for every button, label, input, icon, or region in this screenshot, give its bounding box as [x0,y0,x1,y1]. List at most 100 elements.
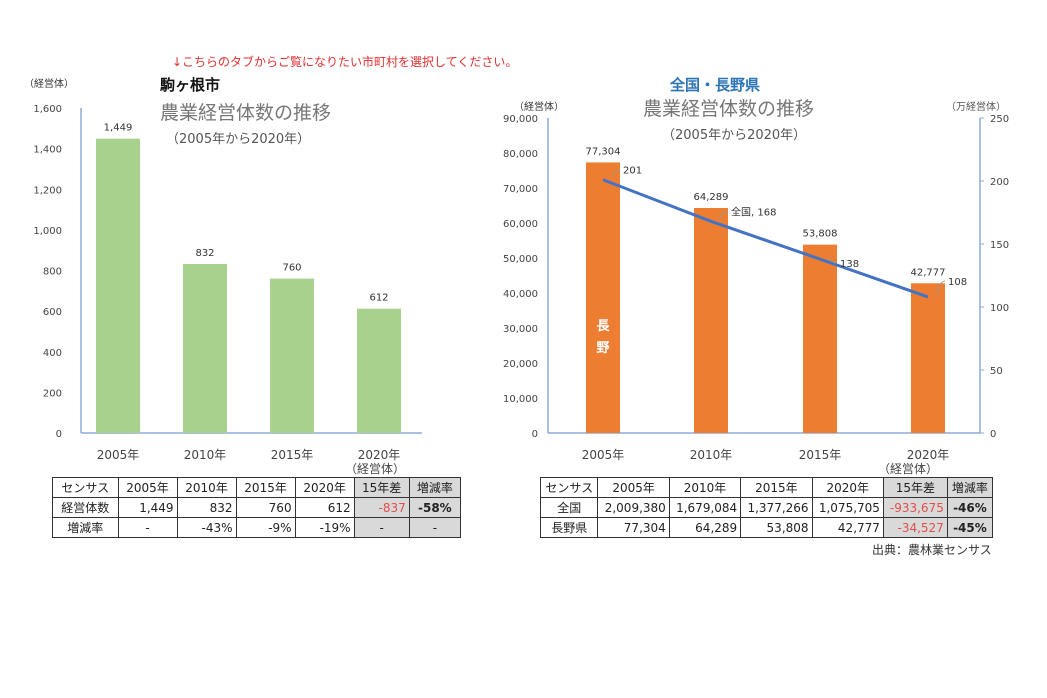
left-bar-2005年 [96,138,140,433]
right-y2-tick-label: 250 [990,114,1009,125]
left-bar-value-label: 612 [369,293,388,304]
table-cell: センサス [52,477,119,498]
left-x-tick-label: 2015年 [271,448,314,462]
data-label-leader-line [827,256,838,264]
right-y-tick-label: 90,000 [503,114,538,125]
right-x-tick-label: 2020年 [907,448,950,462]
right-bar-value-label: 77,304 [586,146,621,157]
line-value-label: 全国, 168 [731,205,776,218]
source-note: 出典：農林業センサス [872,543,992,557]
right-bar-value-label: 64,289 [694,192,729,203]
line-value-label: 138 [840,259,859,270]
right-chart-title: 農業経営体数の推移 [643,98,815,120]
table-cell: 2005年 [117,477,178,498]
right-bar-2010年 [694,207,728,433]
left-region-title: 駒ヶ根市 [160,76,221,94]
table-cell: - [408,517,462,538]
table-cell: -46% [946,497,994,518]
right-y-tick-label: 10,000 [503,394,538,405]
table-row: 経営体数 1,449 832 760 612 -837 -58% [52,497,462,518]
right-bar-value-label: 42,777 [911,267,946,278]
bar-series-label: 野 [596,341,609,356]
table-cell: 2020年 [294,477,355,498]
right-y-tick-label: 40,000 [503,289,538,300]
table-cell: -43% [176,517,237,538]
table-cell: -837 [353,497,410,518]
right-region-title: 全国・長野県 [670,76,761,94]
right-x-unit: （経営体） [878,462,939,476]
data-label-leader-line [610,169,621,178]
line-series-全国 [602,178,929,299]
table-cell: 64,289 [668,517,742,538]
left-y-tick-label: 400 [43,348,62,359]
right-y-tick-label: 60,000 [503,219,538,230]
table-cell: 42,777 [811,517,884,538]
table-cell: 77,304 [597,517,670,538]
right-y-tick-label: 50,000 [503,254,538,265]
left-x-tick-label: 2005年 [97,448,140,462]
right-y-tick-label: 20,000 [503,359,538,370]
left-bar-2020年 [357,308,401,433]
table-cell: 1,075,705 [811,497,884,518]
table-cell: -19% [294,517,355,538]
right-y-tick-label: 30,000 [503,324,538,335]
table-cell: 増減率 [52,517,119,538]
left-bar-2015年 [270,278,314,433]
table-cell: -933,675 [882,497,948,518]
table-header-row: センサス 2005年 2010年 2015年 2020年 15年差 増減率 [539,477,994,498]
data-label-leader-line [935,280,946,296]
right-y-tick-label: 0 [532,429,538,440]
left-bar-2010年 [183,264,227,433]
right-y-axis-unit: （経営体） [514,102,564,113]
right-x-tick-label: 2005年 [582,448,625,462]
table-header-row: センサス 2005年 2010年 2015年 2020年 15年差 増減率 [52,477,462,498]
table-row: 長野県 77,304 64,289 53,808 42,777 -34,527 … [539,517,994,538]
table-cell: - [353,517,410,538]
left-y-axis-unit: （経営体） [24,79,74,90]
left-x-unit: （経営体） [345,462,406,476]
table-cell: 2015年 [740,477,813,498]
left-y-tick-label: 200 [43,388,62,399]
right-y2-tick-label: 50 [990,366,1003,377]
table-cell: 832 [176,497,237,518]
table-cell: - [117,517,178,538]
table-cell: 1,449 [117,497,178,518]
table-cell: 2005年 [597,477,670,498]
left-y-tick-label: 1,400 [33,145,62,156]
table-cell: 長野県 [539,517,599,538]
right-x-tick-label: 2015年 [799,448,842,462]
table-cell: 2015年 [235,477,296,498]
table-cell: -58% [408,497,462,518]
table-cell: 2010年 [176,477,237,498]
table-cell: 2020年 [811,477,884,498]
right-y2-tick-label: 200 [990,177,1009,188]
data-label-leader-line [718,210,729,220]
right-bar-2015年 [803,244,837,433]
left-chart-title: 農業経営体数の推移 [160,102,332,124]
left-x-tick-label: 2020年 [358,448,401,462]
table-row: 全国 2,009,380 1,679,084 1,377,266 1,075,7… [539,497,994,518]
left-bar-value-label: 760 [282,263,301,274]
table-cell: 増減率 [408,477,462,498]
left-bar-value-label: 832 [195,248,214,259]
left-y-tick-label: 800 [43,267,62,278]
table-cell: 経営体数 [52,497,119,518]
instruction-text: ↓こちらのタブからご覧になりたい市町村を選択してください。 [172,55,518,69]
table-cell: 760 [235,497,296,518]
right-y-tick-label: 70,000 [503,184,538,195]
right-y-tick-label: 80,000 [503,149,538,160]
left-data-table: センサス 2005年 2010年 2015年 2020年 15年差 増減率 経営… [52,477,462,538]
table-cell: -9% [235,517,296,538]
line-value-label: 108 [948,277,967,288]
table-cell: 全国 [539,497,599,518]
line-value-label: 201 [623,166,642,177]
left-y-tick-label: 1,000 [33,226,62,237]
right-y2-tick-label: 100 [990,303,1009,314]
table-cell: 612 [294,497,355,518]
table-cell: -45% [946,517,994,538]
table-row: 増減率 - -43% -9% -19% - - [52,517,462,538]
table-cell: 2,009,380 [597,497,670,518]
table-cell: センサス [539,477,599,498]
table-cell: 1,679,084 [668,497,742,518]
bar-series-label: 長 [596,319,610,334]
